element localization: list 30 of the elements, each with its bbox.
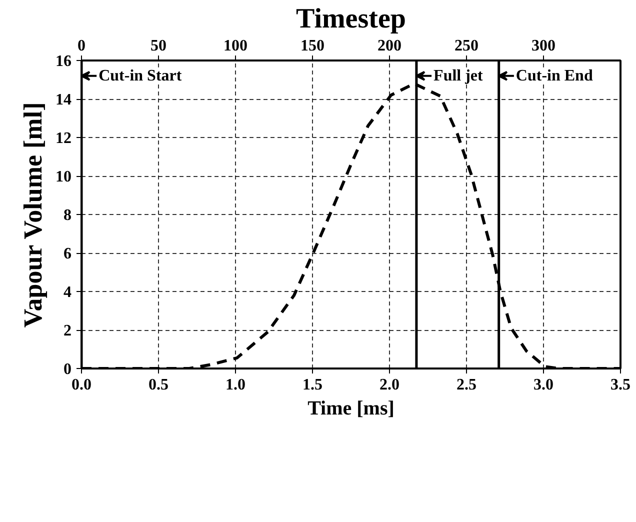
x-tick-label: 1.5 xyxy=(302,376,322,394)
y-tick-label: 10 xyxy=(56,168,72,186)
y-tick-label: 4 xyxy=(64,284,72,301)
x2-tick-label: 0 xyxy=(78,38,86,54)
y-tick-label: 0 xyxy=(64,361,72,378)
x2-tick-label: 150 xyxy=(300,38,324,54)
x-tick-label: 1.0 xyxy=(226,376,246,394)
y-tick-label: 8 xyxy=(64,207,72,224)
x-tick-label: 0.5 xyxy=(148,376,168,394)
y-tick-label: 6 xyxy=(64,246,72,262)
ref-line-label: Full jet xyxy=(434,67,484,84)
x-tick-label: 3.5 xyxy=(610,376,630,394)
x-tick-label: 0.0 xyxy=(72,376,92,394)
y-tick-label: 16 xyxy=(56,53,72,70)
x2-tick-label: 250 xyxy=(454,38,478,54)
x-tick-label: 2.0 xyxy=(380,376,400,394)
ref-line-label: Cut-in Start xyxy=(98,67,182,84)
y-axis-title: Vapour Volume [ml] xyxy=(18,102,48,328)
y-tick-label: 14 xyxy=(56,92,72,108)
x2-tick-label: 200 xyxy=(378,38,402,54)
y-tick-label: 12 xyxy=(56,130,72,147)
x-axis-title: Time [ms] xyxy=(308,398,394,420)
ref-line-label: Cut-in End xyxy=(516,67,593,84)
x-tick-label: 2.5 xyxy=(456,376,476,394)
x2-tick-label: 100 xyxy=(224,38,248,54)
y-tick-label: 2 xyxy=(64,322,72,340)
x2-tick-label: 300 xyxy=(532,38,556,54)
x-tick-label: 3.0 xyxy=(534,376,554,394)
x2-axis-title: Timestep xyxy=(296,4,406,34)
x2-tick-label: 50 xyxy=(150,38,166,54)
